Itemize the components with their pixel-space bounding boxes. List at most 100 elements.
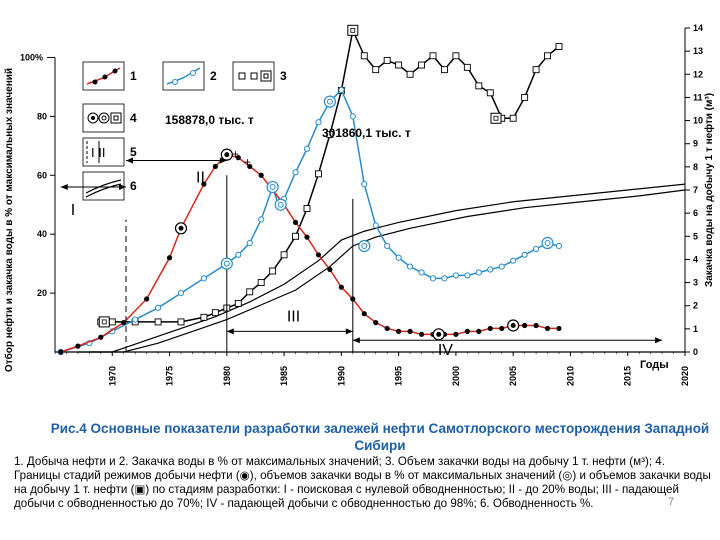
oil-production-point [315, 252, 322, 258]
water-injection-point [177, 289, 185, 297]
x-tick-label: 2020 [680, 366, 690, 386]
stage-arrow-head [226, 328, 234, 335]
injection-ratio-point [326, 131, 334, 138]
left-axis-title: Отбор нефти и закачка воды в % от максим… [3, 68, 15, 372]
stage-marker [361, 242, 368, 249]
stage-marker [178, 225, 184, 231]
oil-production-point [464, 328, 470, 334]
stage-label: IV [438, 342, 453, 359]
oil-production-point [499, 325, 505, 332]
x-tick-label: 1995 [394, 366, 404, 386]
injection-ratio-point [406, 70, 414, 78]
right-tick-label: 4 [693, 254, 698, 264]
stage-marker [101, 319, 107, 325]
injection-ratio-point [292, 232, 299, 240]
water-injection-point [555, 242, 563, 250]
legend-square [250, 72, 258, 80]
oil-production-point [533, 322, 539, 329]
water-injection-point [510, 257, 517, 264]
water-injection-point [452, 272, 460, 279]
x-tick-label: 1985 [279, 366, 289, 386]
legend-number: 4 [130, 111, 137, 125]
right-tick-label: 9 [693, 139, 698, 149]
stage-arrow-head [352, 337, 360, 344]
oil-production-point [384, 325, 390, 332]
oil-production-point [166, 255, 173, 261]
x-tick-label: 2000 [451, 366, 461, 386]
water-injection-point [372, 222, 379, 229]
x-tick-label: 2005 [508, 366, 518, 386]
injection-ratio-point [486, 89, 494, 97]
injection-ratio-point [555, 43, 563, 50]
stage-marker [269, 184, 276, 191]
oil-production-point [98, 334, 104, 340]
injection-ratio-point [463, 63, 471, 71]
oil-production-point [418, 331, 425, 337]
right-tick-label: 7 [693, 185, 698, 195]
water-injection-point [475, 269, 482, 276]
legend-double [85, 179, 122, 194]
water-cut-line [89, 189, 686, 353]
legend-stage-text: I II [91, 145, 105, 160]
stage-arrow-head [60, 184, 68, 191]
oil-production-point [292, 219, 299, 225]
oil-production-point [144, 296, 150, 302]
plus-mark: + [232, 147, 239, 161]
x-axis-title: Годы [640, 359, 669, 371]
water-injection-point [235, 251, 242, 258]
oil-production-point [58, 349, 64, 355]
water-injection-point [258, 216, 265, 223]
legend-number: 2 [210, 69, 217, 83]
water-injection-point [395, 254, 402, 261]
stage-label: III [287, 308, 300, 325]
oil-production-point [556, 325, 562, 332]
water-injection-point [406, 263, 414, 270]
injection-ratio-point [372, 66, 380, 74]
oil-production-point [476, 328, 482, 334]
stage-arrow-head [126, 157, 134, 164]
water-injection-point [292, 169, 299, 176]
injection-ratio-point [429, 52, 437, 60]
water-injection-point [521, 251, 528, 258]
water-injection-point [349, 113, 356, 120]
legend: 1 2 3 4 5 I II 6 [82, 61, 287, 201]
stage-label: II [196, 170, 205, 187]
water-injection-point [384, 242, 391, 250]
right-tick-label: 5 [693, 231, 698, 241]
stage-marker [350, 27, 356, 33]
legend-dot [172, 79, 178, 85]
water-injection-point [487, 266, 494, 273]
right-tick-label: 3 [693, 278, 698, 288]
oil-production-point [327, 266, 333, 273]
water-injection-point [441, 275, 448, 282]
left-tick-label: 20 [37, 288, 47, 298]
injection-ratio-point [303, 205, 311, 212]
injection-ratio-point [475, 82, 483, 90]
oil-production-point [212, 163, 218, 170]
injection-ratio-point [211, 309, 219, 317]
stage-arrow-head [345, 328, 353, 335]
injection-ratio-point [234, 299, 242, 307]
oil-production-point [338, 284, 344, 290]
water-injection-point [315, 119, 322, 126]
right-tick-label: 0 [693, 347, 698, 357]
peak-oil-label: 158878,0 тыс. т [165, 113, 254, 127]
legend-dot [190, 70, 196, 76]
oil-production-point [522, 322, 528, 329]
water-cut-line [77, 183, 686, 353]
left-tick-label-top: 100% [20, 52, 43, 62]
stage-arrow-head [655, 337, 663, 344]
injection-ratio-point [246, 288, 254, 296]
injection-ratio-point [544, 52, 551, 60]
chart: 1970 1975 1980 1985 1990 1995 2000 2005 2010 2015… [3, 23, 715, 386]
peak-water-label: 301860,1 тыс. т [322, 126, 411, 140]
injection-ratio-point [280, 251, 288, 259]
oil-production-point [304, 234, 310, 240]
right-tick-label: 13 [693, 46, 703, 56]
injection-ratio-point [257, 279, 265, 287]
series [57, 26, 686, 356]
stage-arrow-head [119, 184, 127, 191]
water-injection-point [338, 86, 345, 93]
stage-marker [224, 152, 230, 158]
oil-production-point [361, 311, 367, 317]
